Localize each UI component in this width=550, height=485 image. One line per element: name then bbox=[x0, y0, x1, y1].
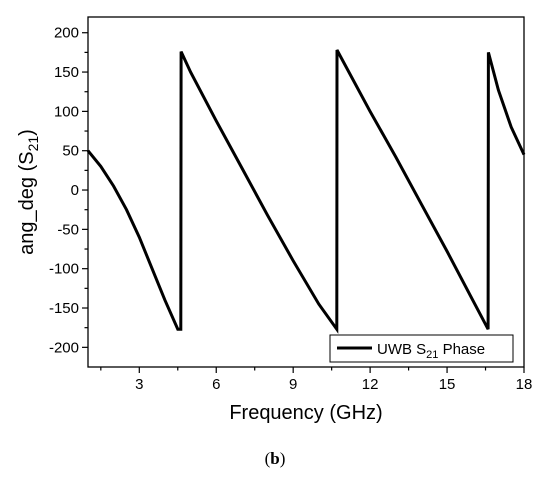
y-tick-label: -200 bbox=[49, 339, 79, 356]
x-tick-label: 18 bbox=[516, 376, 533, 393]
y-tick-label: 0 bbox=[71, 182, 79, 199]
legend: UWB S21 Phase bbox=[329, 334, 514, 363]
y-tick-label: 50 bbox=[62, 143, 79, 160]
plot-area-frame bbox=[87, 16, 525, 368]
y-tick-label: -150 bbox=[49, 300, 79, 317]
y-tick-label: 200 bbox=[54, 25, 79, 42]
x-tick-label: 12 bbox=[362, 376, 379, 393]
legend-label: UWB S21 Phase bbox=[377, 341, 485, 361]
figure-caption: (b) bbox=[264, 449, 286, 468]
y-tick-label: 150 bbox=[54, 64, 79, 81]
y-tick-label: 100 bbox=[54, 103, 79, 120]
y-axis-label: ang_deg (S21) bbox=[16, 129, 41, 255]
x-tick-label: 3 bbox=[135, 376, 143, 393]
x-tick-label: 9 bbox=[289, 376, 297, 393]
x-tick-label: 15 bbox=[439, 376, 456, 393]
x-axis-label: Frequency (GHz) bbox=[229, 402, 382, 424]
y-tick-label: -50 bbox=[57, 221, 79, 238]
series-line-uwb-s21-phase bbox=[86, 49, 526, 334]
y-axis-ticks: -200 -150 -100 -50 0 50 100 150 200 bbox=[49, 25, 88, 356]
y-tick-label: -100 bbox=[49, 261, 79, 278]
x-axis-ticks: 3 6 9 12 15 18 bbox=[100, 367, 533, 393]
x-tick-label: 6 bbox=[212, 376, 220, 393]
